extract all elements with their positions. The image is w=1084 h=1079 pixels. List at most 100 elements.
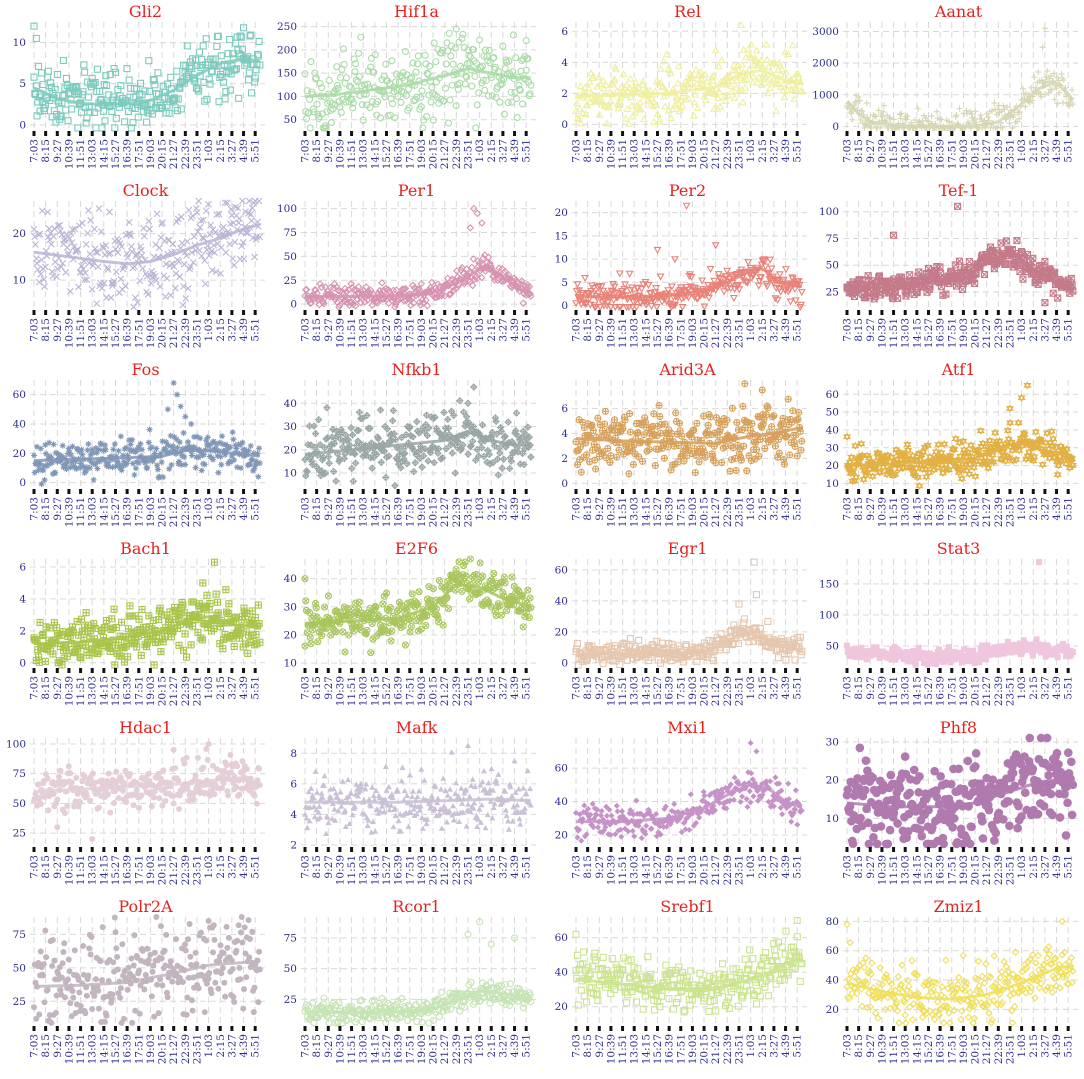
x-tick-mark	[1043, 847, 1046, 852]
x-tick-mark	[501, 668, 504, 673]
x-tick-mark	[443, 847, 446, 852]
y-tick-label: 25	[284, 994, 297, 1006]
x-tick-mark	[420, 668, 423, 673]
x-tick-label: 10:39	[876, 676, 888, 706]
x-tick-mark	[184, 131, 187, 136]
x-tick-label: 15:27	[652, 676, 664, 706]
x-tick-label: 21:27	[981, 497, 993, 527]
x-tick-mark	[892, 1026, 895, 1031]
x-tick-label: 11:51	[346, 318, 358, 348]
x-tick-mark	[1032, 310, 1035, 315]
x-tick-mark	[455, 310, 458, 315]
x-tick-mark	[315, 310, 318, 315]
x-tick-mark	[869, 1026, 872, 1031]
x-tick-mark	[772, 489, 775, 494]
x-tick-mark	[44, 1026, 47, 1031]
x-tick-label: 20:15	[157, 497, 169, 527]
x-tick-mark	[927, 131, 930, 136]
x-tick-label: 17:51	[946, 318, 958, 348]
x-tick-label: 21:27	[981, 318, 993, 348]
x-tick-label: 22:39	[451, 855, 463, 885]
x-tick-mark	[137, 668, 140, 673]
x-tick-label: 2:15	[757, 676, 769, 700]
x-tick-label: 8:15	[853, 855, 865, 879]
y-tick-label: 6	[19, 561, 26, 573]
x-tick-mark	[703, 310, 706, 315]
x-tick-mark	[915, 668, 918, 673]
x-tick-mark	[91, 847, 94, 852]
x-tick-label: 17:51	[404, 676, 416, 706]
x-tick-mark	[1032, 489, 1035, 494]
x-tick-mark	[184, 310, 187, 315]
x-tick-label: 9:27	[323, 318, 335, 342]
y-tick-label: 25	[13, 996, 26, 1008]
x-tick-mark	[490, 131, 493, 136]
x-tick-mark	[598, 668, 601, 673]
x-tick-mark	[525, 847, 528, 852]
x-tick-label: 21:27	[981, 676, 993, 706]
x-tick-label: 7:03	[571, 855, 583, 879]
x-tick-label: 16:39	[122, 497, 134, 527]
x-tick-mark	[420, 489, 423, 494]
x-tick-label: 3:27	[1039, 497, 1051, 521]
x-tick-mark	[315, 489, 318, 494]
x-tick-mark	[1020, 310, 1023, 315]
x-tick-mark	[869, 131, 872, 136]
x-tick-label: 11:51	[617, 139, 629, 169]
panel-title: Per2	[669, 181, 706, 200]
x-tick-mark	[91, 1026, 94, 1031]
x-tick-label: 15:27	[923, 139, 935, 169]
x-tick-label: 11:51	[75, 318, 87, 348]
x-tick-label: 17:51	[946, 855, 958, 885]
x-tick-label: 3:27	[1039, 139, 1051, 163]
x-tick-label: 10:39	[334, 318, 346, 348]
y-tick-label: 60	[555, 763, 568, 775]
x-tick-mark	[737, 310, 740, 315]
x-tick-mark	[575, 310, 578, 315]
x-tick-label: 8:15	[40, 855, 52, 879]
x-tick-label: 8:15	[40, 318, 52, 342]
x-tick-label: 8:15	[853, 497, 865, 521]
x-tick-mark	[254, 310, 257, 315]
x-tick-mark	[149, 310, 152, 315]
x-tick-mark	[1020, 847, 1023, 852]
x-tick-mark	[373, 847, 376, 852]
x-tick-mark	[254, 131, 257, 136]
x-tick-label: 16:39	[122, 855, 134, 885]
x-tick-mark	[408, 310, 411, 315]
y-tick-label: 60	[13, 389, 26, 401]
x-tick-label: 19:03	[958, 1034, 970, 1064]
x-tick-mark	[102, 847, 105, 852]
x-tick-mark	[857, 668, 860, 673]
x-tick-mark	[927, 847, 930, 852]
x-tick-label: 5:51	[521, 318, 533, 342]
y-tick-label: 50	[284, 963, 297, 975]
x-tick-label: 7:03	[842, 139, 854, 163]
y-tick-label: 8	[290, 748, 297, 760]
x-tick-mark	[846, 489, 849, 494]
x-tick-label: 5:51	[792, 139, 804, 163]
x-tick-mark	[207, 310, 210, 315]
x-tick-mark	[761, 668, 764, 673]
x-tick-label: 8:15	[311, 676, 323, 700]
x-tick-label: 17:51	[946, 497, 958, 527]
x-tick-mark	[254, 847, 257, 852]
y-tick-label: 50	[13, 798, 26, 810]
x-tick-label: 16:39	[664, 676, 676, 706]
x-tick-label: 1:03	[203, 676, 215, 700]
x-tick-mark	[126, 847, 129, 852]
x-tick-label: 8:15	[853, 318, 865, 342]
x-tick-label: 21:27	[439, 139, 451, 169]
x-tick-label: 5:51	[792, 497, 804, 521]
x-tick-label: 2:15	[486, 318, 498, 342]
x-tick-label: 20:15	[428, 497, 440, 527]
x-tick-mark	[985, 489, 988, 494]
y-tick-label: 100	[277, 203, 297, 215]
y-tick-label: 0	[561, 478, 568, 490]
x-tick-label: 11:51	[617, 676, 629, 706]
x-tick-label: 9:27	[323, 676, 335, 700]
